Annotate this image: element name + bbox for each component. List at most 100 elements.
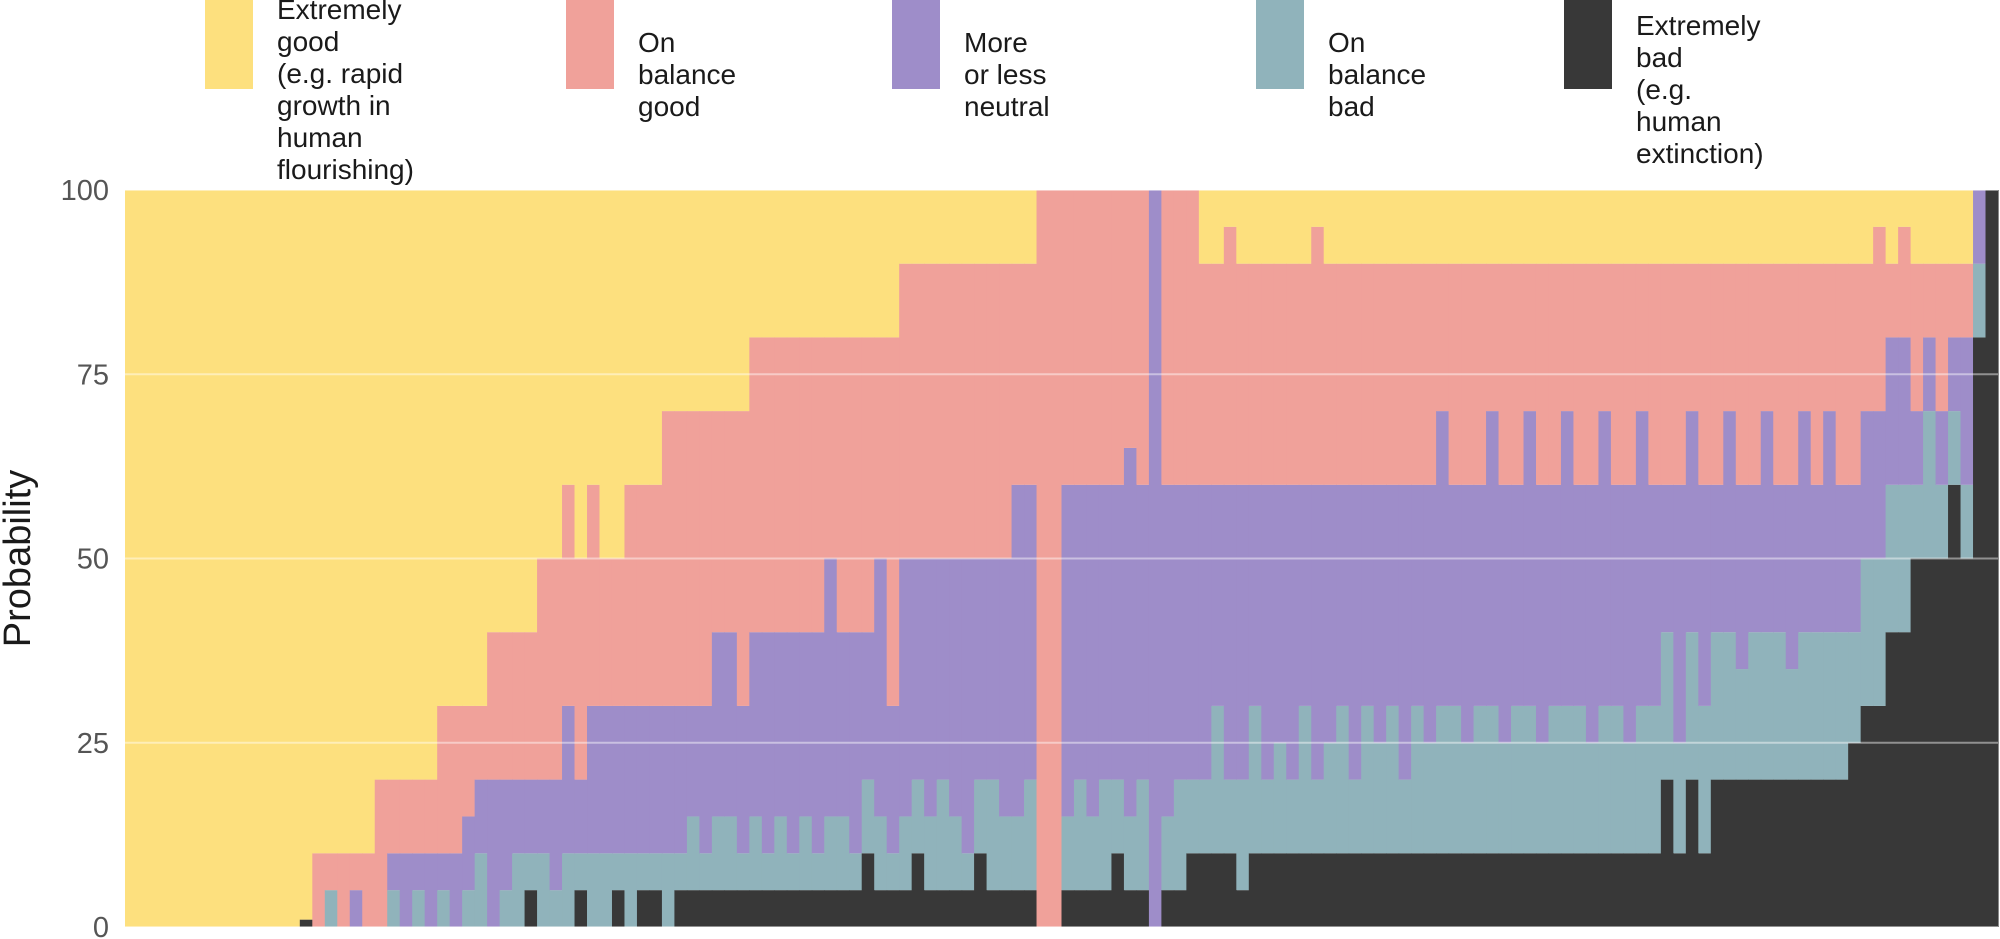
bar-segment-on-balance-bad [874, 816, 888, 891]
bar-segment-on-balance-good [1098, 190, 1113, 485]
bar-segment-on-balance-good [699, 411, 713, 706]
bar-segment-neutral [1723, 411, 1737, 633]
bar-segment-neutral [1810, 484, 1824, 633]
bar-segment-on-balance-good [1049, 190, 1063, 927]
bar-segment-on-balance-bad [1873, 558, 1887, 706]
bar-segment-extremely-bad [886, 890, 900, 927]
bar-segment-extremely-bad [936, 890, 950, 927]
bar-segment-neutral [686, 705, 700, 817]
bar-segment-on-balance-bad [1498, 742, 1512, 854]
bar-segment-extremely-good [1885, 190, 1899, 264]
bar-segment-neutral [599, 705, 613, 854]
bar-segment-neutral [1698, 484, 1712, 706]
bar-segment-neutral [1298, 484, 1312, 706]
bar-segment-neutral [437, 853, 451, 891]
bar-segment-neutral [1348, 484, 1362, 780]
bar-segment-neutral [1173, 484, 1187, 780]
bar-segment-neutral [886, 705, 900, 854]
bar-segment-on-balance-good [1024, 263, 1038, 485]
bar-segment-on-balance-bad [1161, 816, 1175, 891]
bar-segment-extremely-bad [1111, 853, 1125, 927]
bar-segment-extremely-good [1211, 190, 1225, 264]
bar-segment-on-balance-good [412, 779, 426, 854]
bar-segment-extremely-good [1835, 190, 1849, 264]
bar-segment-neutral [1311, 484, 1325, 780]
bar-segment-neutral [1136, 484, 1150, 780]
bar-segment-extremely-good [149, 190, 164, 927]
bar-segment-extremely-bad [949, 890, 963, 927]
bar-segment-extremely-bad [1361, 853, 1375, 927]
bar-segment-extremely-bad [1436, 853, 1450, 927]
bar-segment-on-balance-bad [1848, 632, 1862, 743]
bar-segment-neutral [1198, 484, 1212, 780]
bar-segment-neutral [1461, 484, 1475, 743]
bar-segment-extremely-bad [1236, 890, 1250, 927]
bar-segment-on-balance-bad [611, 853, 626, 891]
bar-segment-extremely-good [1760, 190, 1774, 264]
bar-segment-on-balance-bad [1061, 816, 1075, 891]
bar-segment-extremely-bad [1286, 853, 1300, 927]
bar-segment-extremely-bad [1423, 853, 1437, 927]
bar-segment-on-balance-good [1535, 263, 1550, 485]
bar-segment-on-balance-good [1785, 263, 1799, 485]
bar-segment-extremely-good [1448, 190, 1462, 264]
bar-segment-on-balance-bad [1024, 779, 1038, 891]
bar-segment-on-balance-bad [1436, 705, 1450, 854]
bar-segment-neutral [499, 779, 513, 891]
bar-segment-on-balance-good [1635, 263, 1649, 412]
bar-segment-extremely-good [836, 190, 850, 338]
bar-segment-extremely-bad [1473, 853, 1487, 927]
bar-segment-extremely-good [861, 190, 875, 338]
bar-segment-on-balance-bad [1835, 632, 1849, 780]
bar-segment-on-balance-good [1735, 263, 1749, 485]
bar-segment-neutral [1785, 484, 1799, 670]
bar-segment-neutral [1685, 411, 1699, 633]
bar-segment-neutral [1860, 411, 1874, 559]
bar-segment-neutral [1960, 337, 1974, 485]
bar-segment-neutral [487, 779, 501, 927]
bar-segment-neutral [1361, 484, 1375, 706]
bar-segment-on-balance-good [312, 853, 326, 927]
bar-segment-on-balance-bad [911, 779, 925, 854]
bar-segment-on-balance-good [636, 484, 651, 706]
legend-label: Extremely bad (e.g. human extinction) [1636, 10, 1764, 169]
bar-segment-on-balance-good [886, 337, 900, 706]
bar-segment-neutral [574, 779, 588, 854]
bar-segment-neutral [1923, 337, 1937, 412]
bar-segment-extremely-bad [1336, 853, 1350, 927]
bar-segment-on-balance-bad [861, 779, 875, 854]
bar-segment-extremely-good [212, 190, 226, 927]
bar-segment-on-balance-good [1248, 263, 1262, 485]
bar-segment-extremely-bad [299, 919, 313, 927]
bar-segment-neutral [736, 705, 750, 854]
bar-segment-neutral [1336, 484, 1350, 706]
bar-segment-extremely-good [949, 190, 963, 264]
bar-segment-neutral [1073, 484, 1088, 780]
bar-segment-extremely-good [424, 190, 438, 780]
bar-segment-on-balance-bad [724, 816, 738, 891]
bar-segment-on-balance-bad [836, 816, 850, 891]
bar-segment-extremely-bad [1985, 190, 1999, 927]
bar-segment-neutral [661, 705, 676, 854]
bar-segment-on-balance-bad [799, 816, 813, 891]
bar-segment-on-balance-bad [1086, 816, 1100, 891]
bar-segment-extremely-bad [1935, 558, 1949, 927]
bar-segment-on-balance-good [599, 558, 613, 706]
bar-segment-neutral [1373, 484, 1387, 743]
bar-segment-neutral [861, 632, 875, 780]
bar-segment-extremely-bad [1411, 853, 1425, 927]
bar-segment-on-balance-bad [1710, 632, 1724, 780]
bar-segment-on-balance-bad [499, 890, 513, 927]
bar-segment-extremely-bad [1098, 890, 1113, 927]
bar-segment-on-balance-good [524, 632, 538, 780]
bar-segment-extremely-bad [1648, 853, 1662, 927]
bar-segment-extremely-bad [1835, 779, 1849, 927]
bar-segment-extremely-good [1560, 190, 1575, 264]
bar-segment-on-balance-bad [524, 853, 538, 891]
bar-segment-neutral [1535, 484, 1550, 743]
bar-segment-extremely-bad [1298, 853, 1312, 927]
bar-segment-extremely-good [1810, 190, 1824, 264]
bar-segment-neutral [1898, 337, 1912, 485]
bar-segment-extremely-good [1548, 190, 1562, 264]
bar-segment-extremely-good [1585, 190, 1600, 264]
